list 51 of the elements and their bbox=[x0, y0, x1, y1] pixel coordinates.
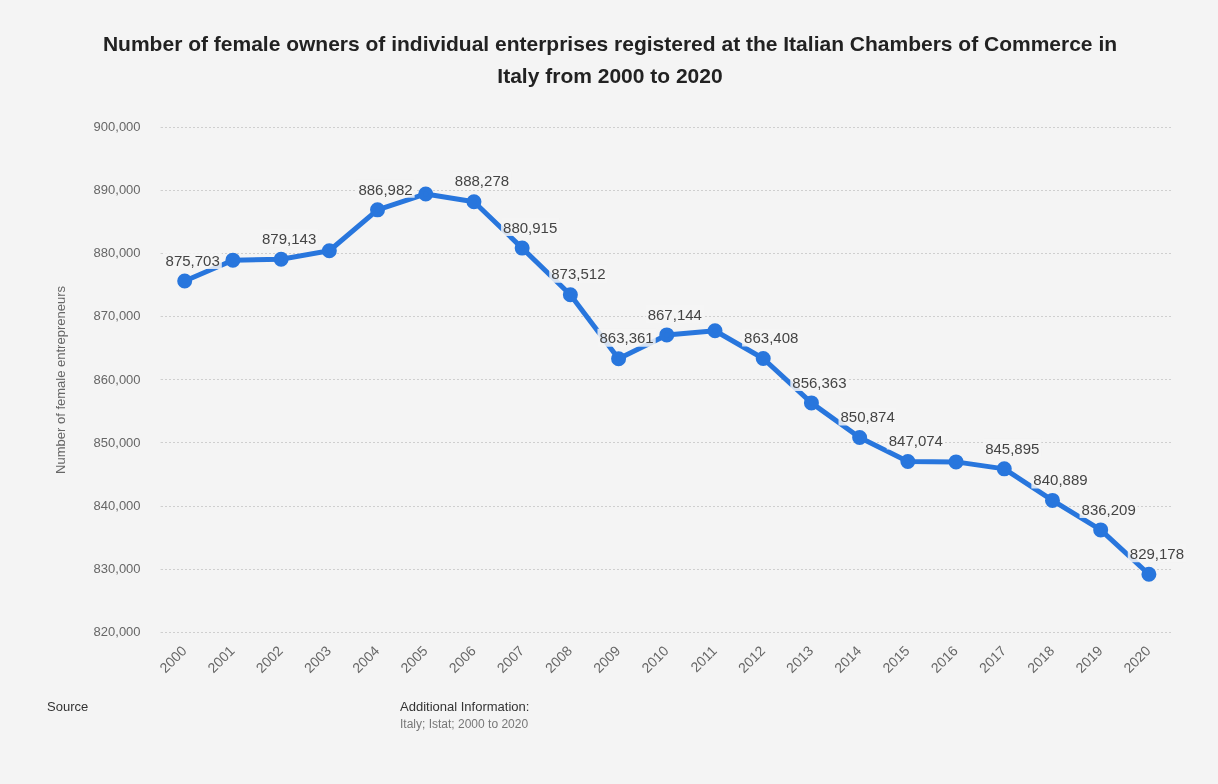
point bbox=[1093, 522, 1109, 538]
y-tick-label: 830,000 bbox=[93, 560, 141, 576]
y-tick-label: 860,000 bbox=[93, 371, 141, 387]
point bbox=[321, 243, 337, 259]
y-tick-label: 880,000 bbox=[93, 245, 141, 261]
point bbox=[659, 327, 675, 343]
point bbox=[611, 351, 627, 367]
data-label: 845,895 bbox=[985, 439, 1040, 457]
data-label: 867,144 bbox=[647, 305, 702, 323]
point bbox=[418, 186, 434, 202]
point bbox=[466, 194, 482, 210]
point bbox=[900, 453, 916, 469]
text: Additional Information: bbox=[400, 699, 530, 714]
point bbox=[803, 395, 819, 411]
data-label: 850,874 bbox=[840, 408, 895, 426]
point bbox=[273, 251, 289, 267]
point bbox=[1044, 492, 1060, 508]
point bbox=[948, 454, 964, 470]
data-label: 888,278 bbox=[454, 172, 510, 190]
y-tick-label: 900,000 bbox=[93, 119, 141, 135]
y-axis-title: Number of female entrepreneurs bbox=[53, 285, 69, 474]
text: Italy; Istat; 2000 to 2020 bbox=[400, 717, 529, 731]
data-label: 836,209 bbox=[1081, 500, 1136, 518]
data-label: 886,982 bbox=[358, 180, 413, 198]
point bbox=[852, 429, 868, 445]
data-label: 863,408 bbox=[744, 329, 799, 347]
y-tick-label: 870,000 bbox=[93, 308, 141, 324]
y-tick-label: 840,000 bbox=[93, 497, 141, 513]
data-label: 840,889 bbox=[1033, 471, 1088, 489]
data-label: 873,512 bbox=[551, 265, 606, 283]
point bbox=[707, 323, 723, 339]
y-tick-label: 890,000 bbox=[93, 182, 141, 198]
point bbox=[755, 350, 771, 366]
point bbox=[1141, 566, 1157, 582]
chart-title: Number of female owners of individual enterprises registered at the Italian Chambers of Commerce in Italy from 2000 to 2020 bbox=[101, 31, 1119, 89]
data-label: 863,361 bbox=[599, 329, 654, 347]
y-tick-label: 820,000 bbox=[93, 623, 141, 639]
data-label: 829,178 bbox=[1129, 544, 1185, 562]
point bbox=[514, 240, 530, 256]
y-tick-label: 850,000 bbox=[93, 434, 141, 450]
data-label: 875,703 bbox=[165, 251, 220, 269]
point bbox=[562, 287, 578, 303]
data-label: 880,915 bbox=[503, 218, 558, 236]
point bbox=[996, 461, 1012, 477]
data-label: 847,074 bbox=[888, 432, 943, 450]
text: Source bbox=[47, 699, 89, 714]
point bbox=[177, 273, 193, 289]
data-label: 879,143 bbox=[262, 229, 317, 247]
data-label: 856,363 bbox=[792, 373, 847, 391]
point bbox=[370, 202, 386, 218]
point bbox=[225, 252, 241, 268]
